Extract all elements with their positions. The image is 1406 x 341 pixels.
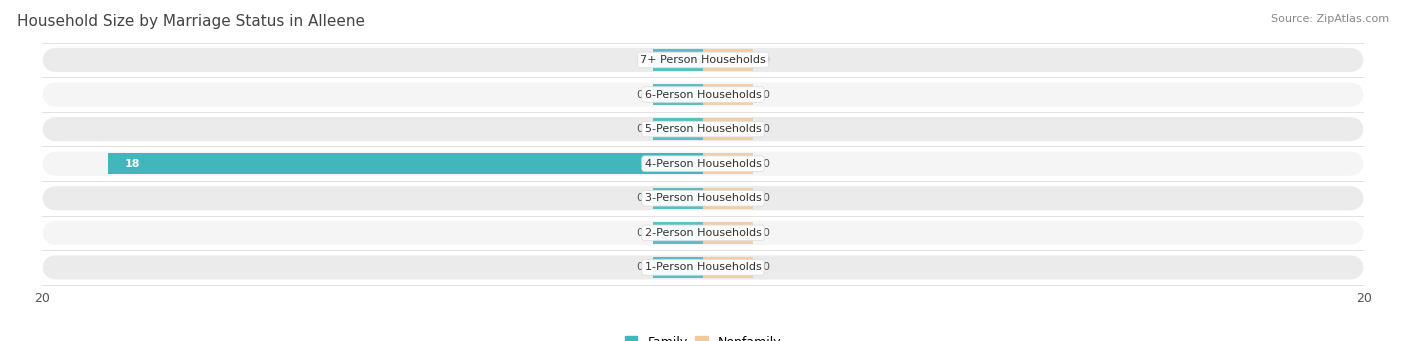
- FancyBboxPatch shape: [42, 83, 1364, 107]
- FancyBboxPatch shape: [42, 48, 1364, 72]
- Text: 1-Person Households: 1-Person Households: [644, 263, 762, 272]
- FancyBboxPatch shape: [42, 255, 1364, 280]
- Text: 3-Person Households: 3-Person Households: [644, 193, 762, 203]
- FancyBboxPatch shape: [42, 117, 1364, 141]
- Text: 0: 0: [762, 55, 769, 65]
- Bar: [703, 118, 752, 140]
- Text: 0: 0: [762, 193, 769, 203]
- Text: 2-Person Households: 2-Person Households: [644, 228, 762, 238]
- Text: 0: 0: [637, 90, 644, 100]
- Bar: [654, 257, 703, 278]
- FancyBboxPatch shape: [42, 152, 1364, 176]
- Bar: [654, 84, 703, 105]
- Text: 0: 0: [762, 90, 769, 100]
- Text: 6-Person Households: 6-Person Households: [644, 90, 762, 100]
- Bar: [703, 49, 752, 71]
- Text: 0: 0: [637, 55, 644, 65]
- Text: 0: 0: [637, 263, 644, 272]
- Bar: [654, 49, 703, 71]
- Bar: [654, 118, 703, 140]
- Text: Household Size by Marriage Status in Alleene: Household Size by Marriage Status in All…: [17, 14, 366, 29]
- Text: 0: 0: [762, 263, 769, 272]
- Text: 5-Person Households: 5-Person Households: [644, 124, 762, 134]
- Bar: [108, 153, 703, 174]
- Legend: Family, Nonfamily: Family, Nonfamily: [624, 336, 782, 341]
- FancyBboxPatch shape: [42, 221, 1364, 245]
- Text: Source: ZipAtlas.com: Source: ZipAtlas.com: [1271, 14, 1389, 24]
- Text: 0: 0: [637, 228, 644, 238]
- Bar: [654, 222, 703, 243]
- Bar: [703, 153, 752, 174]
- Bar: [703, 222, 752, 243]
- Text: 0: 0: [637, 193, 644, 203]
- Text: 18: 18: [125, 159, 141, 169]
- FancyBboxPatch shape: [42, 186, 1364, 210]
- Bar: [654, 188, 703, 209]
- Text: 0: 0: [762, 159, 769, 169]
- Text: 0: 0: [762, 124, 769, 134]
- Bar: [703, 188, 752, 209]
- Bar: [703, 257, 752, 278]
- Text: 0: 0: [637, 124, 644, 134]
- Bar: [703, 84, 752, 105]
- Text: 7+ Person Households: 7+ Person Households: [640, 55, 766, 65]
- Text: 0: 0: [762, 228, 769, 238]
- Text: 4-Person Households: 4-Person Households: [644, 159, 762, 169]
